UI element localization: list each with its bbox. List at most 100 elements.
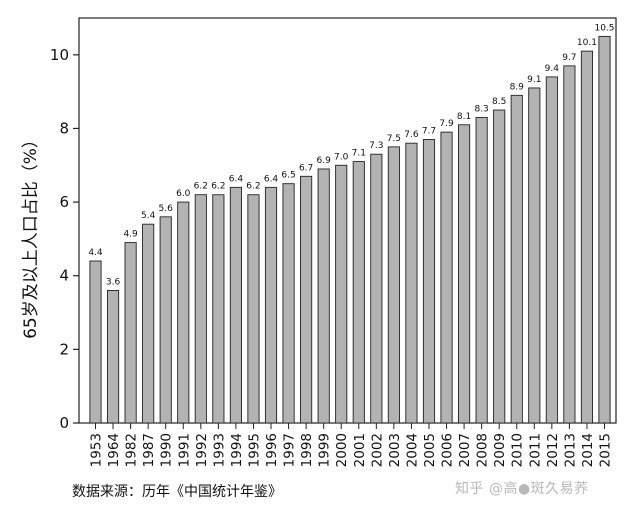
data-label: 6.9 [317, 156, 332, 166]
data-label: 7.9 [439, 119, 454, 129]
x-tick-label: 1996 [264, 433, 280, 467]
bar [563, 65, 576, 424]
data-label: 6.0 [176, 189, 191, 199]
x-tick-label: 1964 [106, 433, 122, 467]
x-tick-label: 2004 [404, 433, 420, 467]
data-label: 6.7 [299, 163, 313, 173]
bar [528, 87, 541, 424]
bar [177, 201, 190, 424]
data-label: 10.5 [594, 23, 614, 33]
bar [458, 124, 471, 424]
data-label: 4.4 [88, 248, 103, 258]
x-tick-label: 2013 [562, 433, 578, 467]
x-tick-label: 1992 [194, 433, 210, 467]
x-tick-label: 1997 [282, 433, 298, 467]
data-label: 10.1 [577, 38, 597, 48]
data-label: 7.7 [422, 127, 436, 137]
x-tick-label: 2015 [598, 433, 614, 467]
x-tick-label: 2014 [580, 433, 596, 467]
bar [475, 116, 488, 424]
bar [106, 290, 120, 424]
bar [545, 76, 558, 424]
bar [317, 168, 330, 424]
plot-frame [78, 17, 617, 424]
bar [300, 175, 313, 424]
x-tick-label: 2011 [527, 433, 543, 467]
data-label: 5.4 [141, 211, 156, 221]
data-label: 9.1 [527, 75, 541, 85]
x-tick-label: 1982 [124, 433, 140, 467]
data-source-note: 数据来源：历年《中国统计年鉴》 [72, 484, 282, 500]
bar [335, 164, 348, 424]
bar [493, 109, 506, 424]
x-tick-label: 1995 [246, 433, 262, 467]
data-label: 6.5 [281, 171, 295, 181]
data-label: 7.0 [334, 152, 349, 162]
x-tick-label: 1953 [89, 433, 105, 467]
data-label: 7.6 [404, 130, 419, 140]
x-tick-label: 1987 [141, 433, 157, 467]
bar [282, 183, 295, 424]
x-tick-label: 2006 [440, 433, 456, 467]
data-label: 6.4 [264, 174, 279, 184]
x-tick-label: 1999 [317, 433, 333, 467]
x-tick-label: 2003 [387, 433, 403, 467]
data-label: 7.1 [352, 149, 366, 159]
x-tick-label: 2001 [352, 433, 368, 467]
bar [124, 242, 137, 424]
bar [580, 50, 594, 424]
x-tick-label: 2000 [334, 433, 350, 467]
y-tick-label: 6 [59, 193, 69, 211]
data-label: 8.5 [492, 97, 506, 107]
bar [264, 186, 278, 424]
x-tick-label: 1990 [159, 433, 175, 467]
y-tick-label: 2 [59, 340, 69, 358]
data-label: 9.4 [545, 64, 560, 74]
x-tick-label: 2010 [510, 433, 526, 467]
bar [387, 146, 400, 424]
y-axis-label: 65岁及以上人口占比（%） [21, 131, 41, 339]
data-label: 6.2 [246, 182, 260, 192]
x-tick-label: 2005 [422, 433, 438, 467]
data-label: 4.9 [123, 230, 138, 240]
bars-group: 4.43.64.95.45.66.06.2 6.26.46.26.4 6.56.76… [88, 23, 615, 424]
watermark: 知乎 @高●斑久易荞 [455, 481, 589, 497]
data-label: 8.3 [474, 104, 488, 114]
bar [598, 35, 611, 424]
bar [142, 223, 155, 424]
x-tick-label: 1991 [176, 433, 192, 467]
y-tick-label: 0 [59, 414, 69, 432]
x-tick-label: 1998 [299, 433, 315, 467]
bar [510, 94, 523, 424]
bar [352, 161, 365, 424]
bar [194, 194, 207, 424]
bar [89, 260, 102, 424]
data-label: 8.9 [510, 82, 525, 92]
bar [422, 139, 436, 424]
data-label: 8.1 [457, 112, 471, 122]
bar [159, 216, 172, 424]
data-label: 9.7 [562, 53, 576, 63]
data-label: 3.6 [106, 277, 121, 287]
x-axis: 1953 1964 1982 1987 1990 1991 1992 1993 1994 1995… [89, 423, 614, 467]
data-label: 6.2 [211, 182, 225, 192]
data-label: 7.5 [387, 134, 401, 144]
data-label: 5.6 [159, 204, 174, 214]
x-tick-label: 1994 [229, 433, 245, 467]
data-label: 7.3 [369, 141, 383, 151]
x-tick-label: 2008 [475, 433, 491, 467]
data-label: 6.4 [229, 174, 244, 184]
y-tick-label: 4 [59, 267, 69, 285]
bar [229, 186, 242, 424]
bar [212, 194, 225, 424]
x-tick-label: 2012 [545, 433, 561, 467]
data-label: 6.2 [194, 182, 208, 192]
bar [440, 131, 453, 424]
x-tick-label: 2009 [492, 433, 508, 467]
x-tick-label: 2002 [369, 433, 385, 467]
x-tick-label: 2007 [457, 433, 473, 467]
bar [247, 194, 260, 424]
bar [405, 142, 418, 424]
bar [370, 153, 383, 424]
